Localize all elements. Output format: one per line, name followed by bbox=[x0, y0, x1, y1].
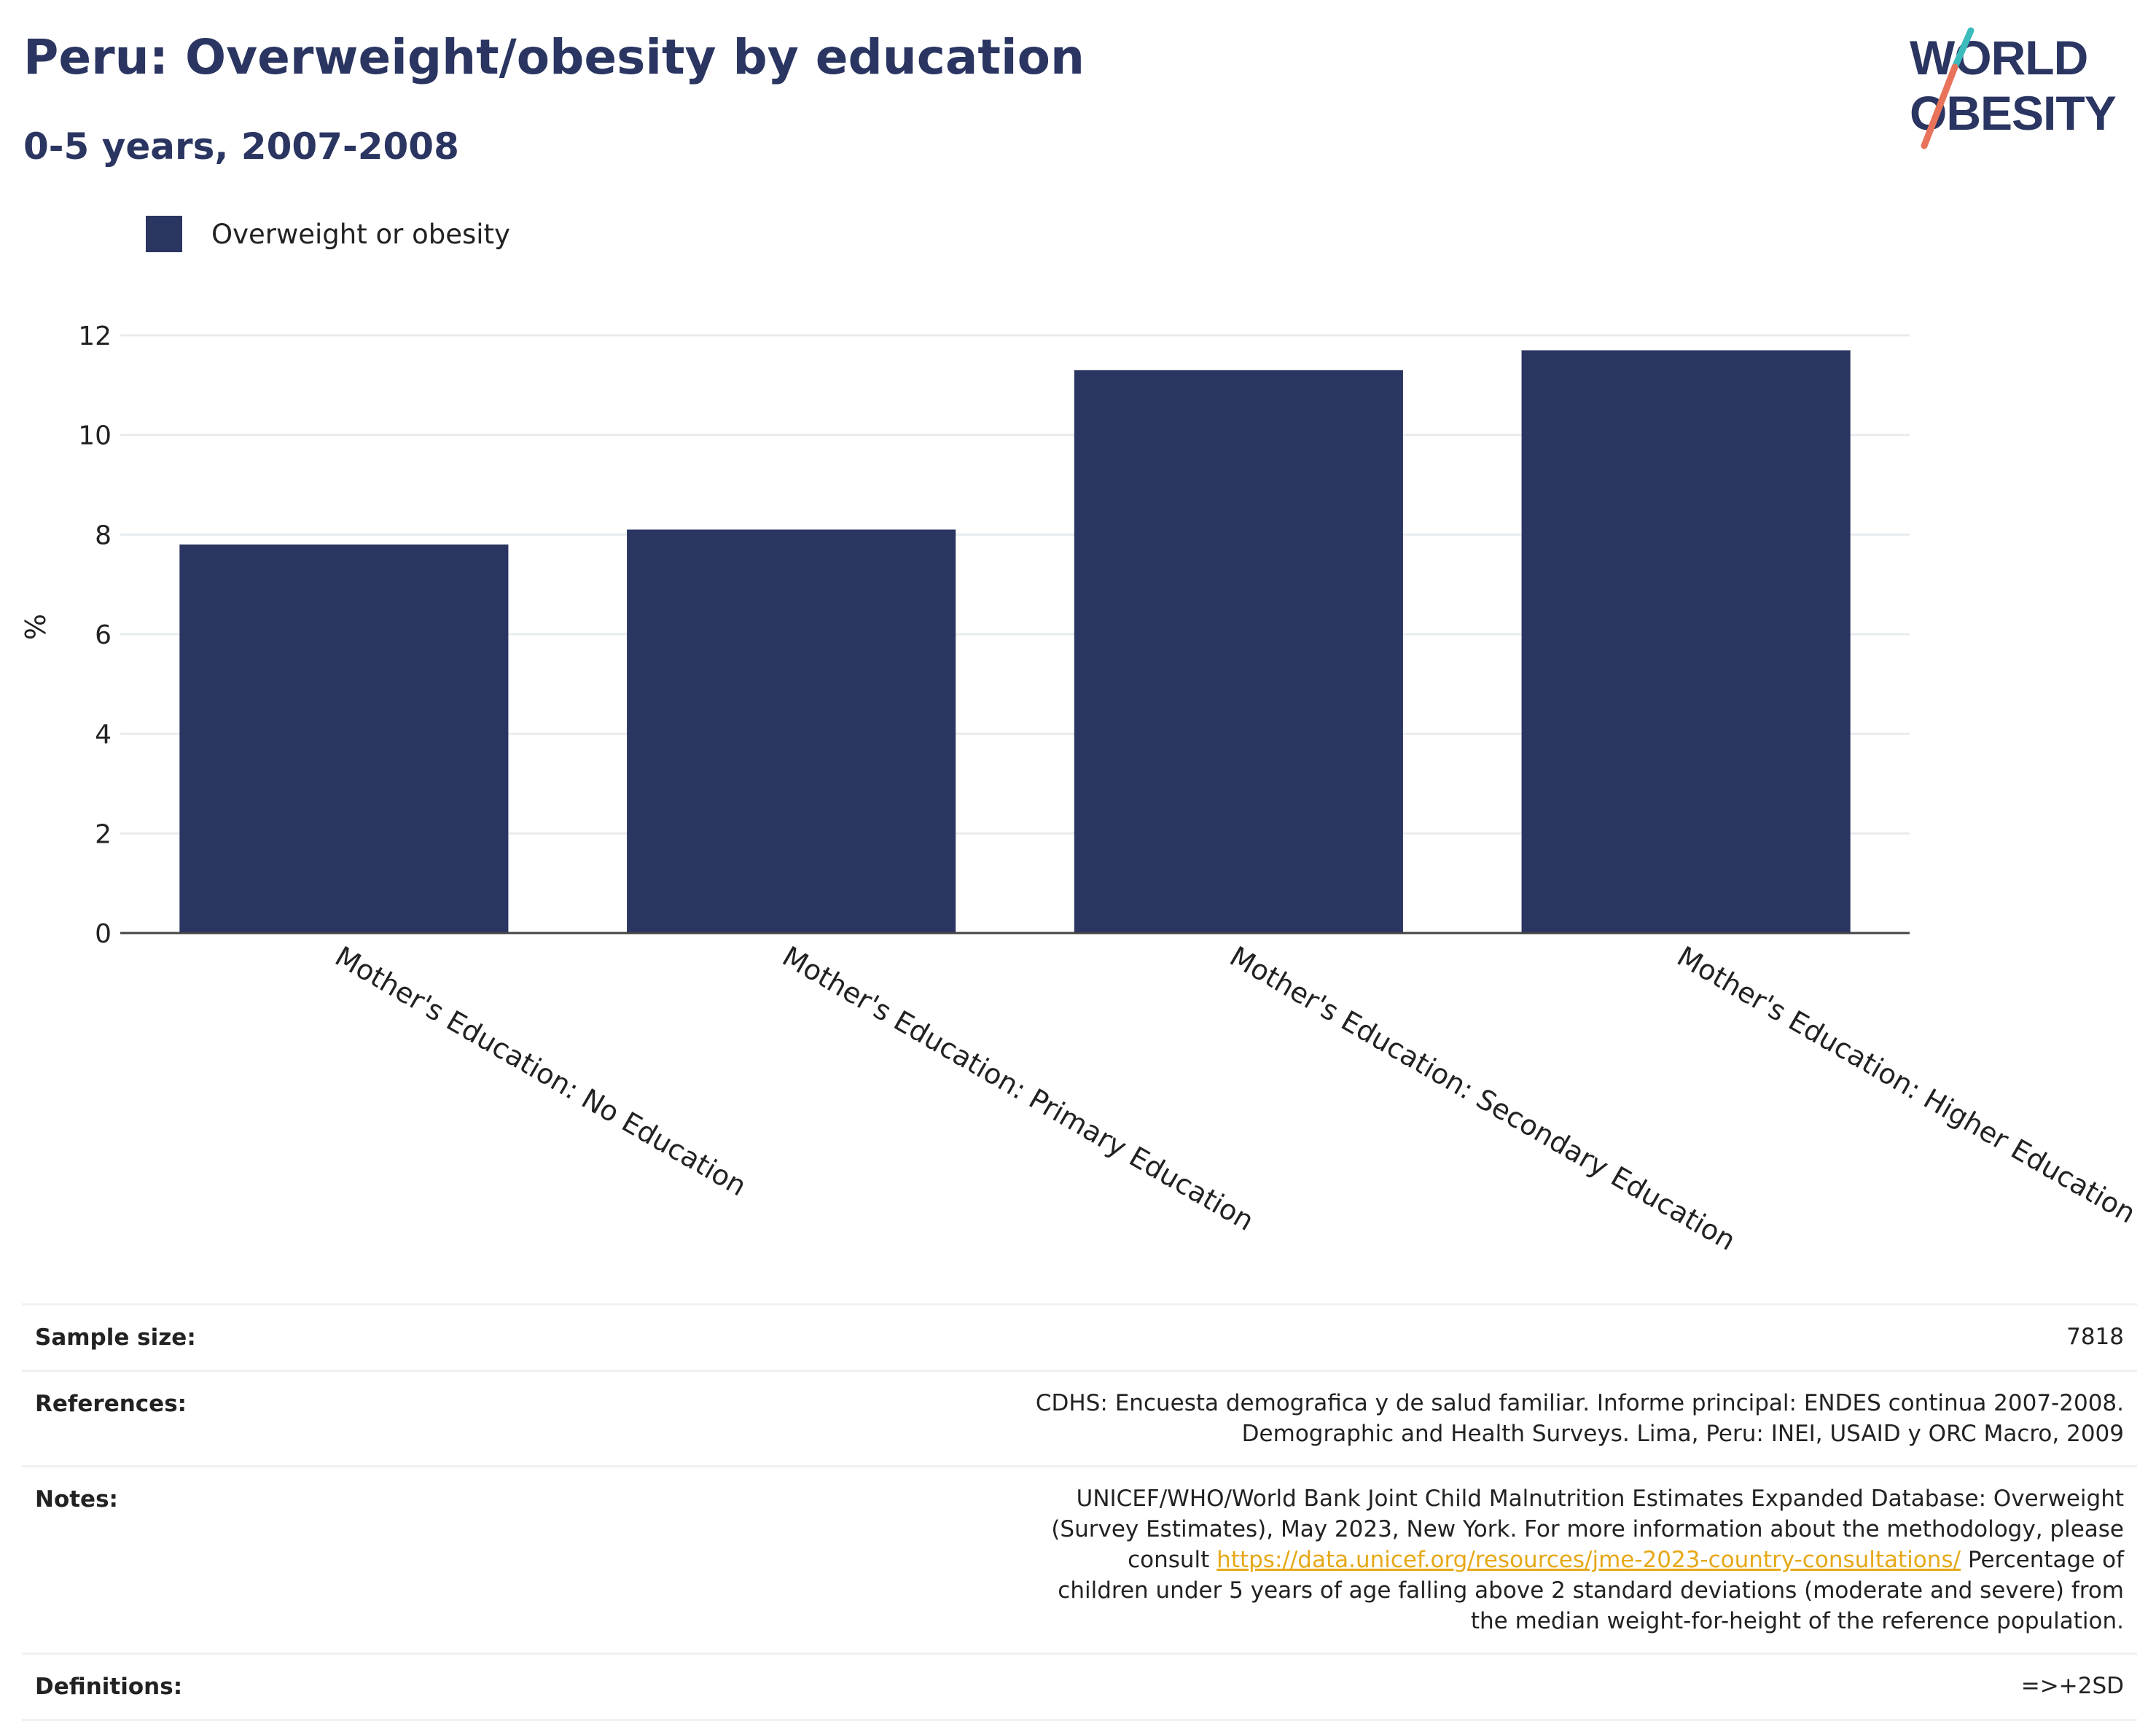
x-tick-label: Mother's Education: Higher Education bbox=[1672, 940, 2141, 1230]
notes-value: UNICEF/WHO/World Bank Joint Child Malnut… bbox=[472, 1467, 2137, 1654]
x-axis-ticks: Mother's Education: No Education Mother's… bbox=[329, 940, 2141, 1257]
bars bbox=[179, 350, 1851, 933]
legend-label: Overweight or obesity bbox=[211, 218, 510, 250]
references-label: References: bbox=[35, 1391, 187, 1417]
metadata-table: Sample size: 7818 References: CDHS: Encu… bbox=[22, 1303, 2137, 1721]
notes-text-after: Percentage of children under 5 years of … bbox=[1058, 1547, 2124, 1634]
chart-legend: Overweight or obesity bbox=[146, 216, 510, 252]
svg-text:WORLD: WORLD bbox=[1910, 31, 2087, 85]
bar bbox=[627, 529, 956, 933]
bar bbox=[1521, 350, 1851, 933]
y-axis-title: % bbox=[20, 614, 52, 640]
sample-size-label: Sample size: bbox=[35, 1324, 196, 1351]
references-value: CDHS: Encuesta demografica y de salud fa… bbox=[1035, 1390, 2124, 1447]
references-row: References: CDHS: Encuesta demografica y… bbox=[22, 1370, 2137, 1467]
y-tick-label: 10 bbox=[78, 421, 112, 451]
svg-text:OBESITY: OBESITY bbox=[1910, 86, 2116, 140]
bar bbox=[1074, 370, 1403, 933]
sample-size-value: 7818 bbox=[2066, 1324, 2124, 1350]
y-axis-ticks: 0 2 4 6 8 10 12 bbox=[78, 321, 112, 949]
y-tick-label: 12 bbox=[78, 321, 112, 351]
y-tick-label: 6 bbox=[95, 620, 112, 650]
y-tick-label: 2 bbox=[95, 819, 112, 849]
y-tick-label: 4 bbox=[95, 720, 112, 750]
world-obesity-logo: WORLD OBESITY bbox=[1910, 27, 2117, 149]
x-tick-label: Mother's Education: No Education bbox=[329, 940, 751, 1203]
bar-chart: 0 2 4 6 8 10 12 Mother's Education: No Educati… bbox=[20, 321, 2141, 1257]
page-title: Peru: Overweight/obesity by education bbox=[23, 29, 1085, 85]
sample-size-row: Sample size: 7818 bbox=[22, 1304, 2137, 1371]
page-subtitle: 0-5 years, 2007-2008 bbox=[23, 125, 459, 168]
notes-text-before: UNICEF/WHO/World Bank Joint Child Malnut… bbox=[1051, 1486, 2124, 1573]
notes-label: Notes: bbox=[35, 1486, 118, 1513]
x-tick-label: Mother's Education: Primary Education bbox=[777, 940, 1259, 1237]
definitions-label: Definitions: bbox=[35, 1674, 183, 1700]
notes-link[interactable]: https://data.unicef.org/resources/jme-20… bbox=[1216, 1547, 1961, 1573]
x-tick-label: Mother's Education: Secondary Education bbox=[1225, 940, 1741, 1257]
definitions-value: =>+2SD bbox=[2020, 1673, 2124, 1699]
legend-swatch bbox=[146, 216, 182, 252]
notes-row: Notes: UNICEF/WHO/World Bank Joint Child… bbox=[22, 1466, 2137, 1654]
bar bbox=[179, 545, 509, 933]
y-tick-label: 8 bbox=[95, 520, 112, 550]
definitions-row: Definitions: =>+2SD bbox=[22, 1653, 2137, 1720]
y-tick-label: 0 bbox=[95, 919, 112, 949]
